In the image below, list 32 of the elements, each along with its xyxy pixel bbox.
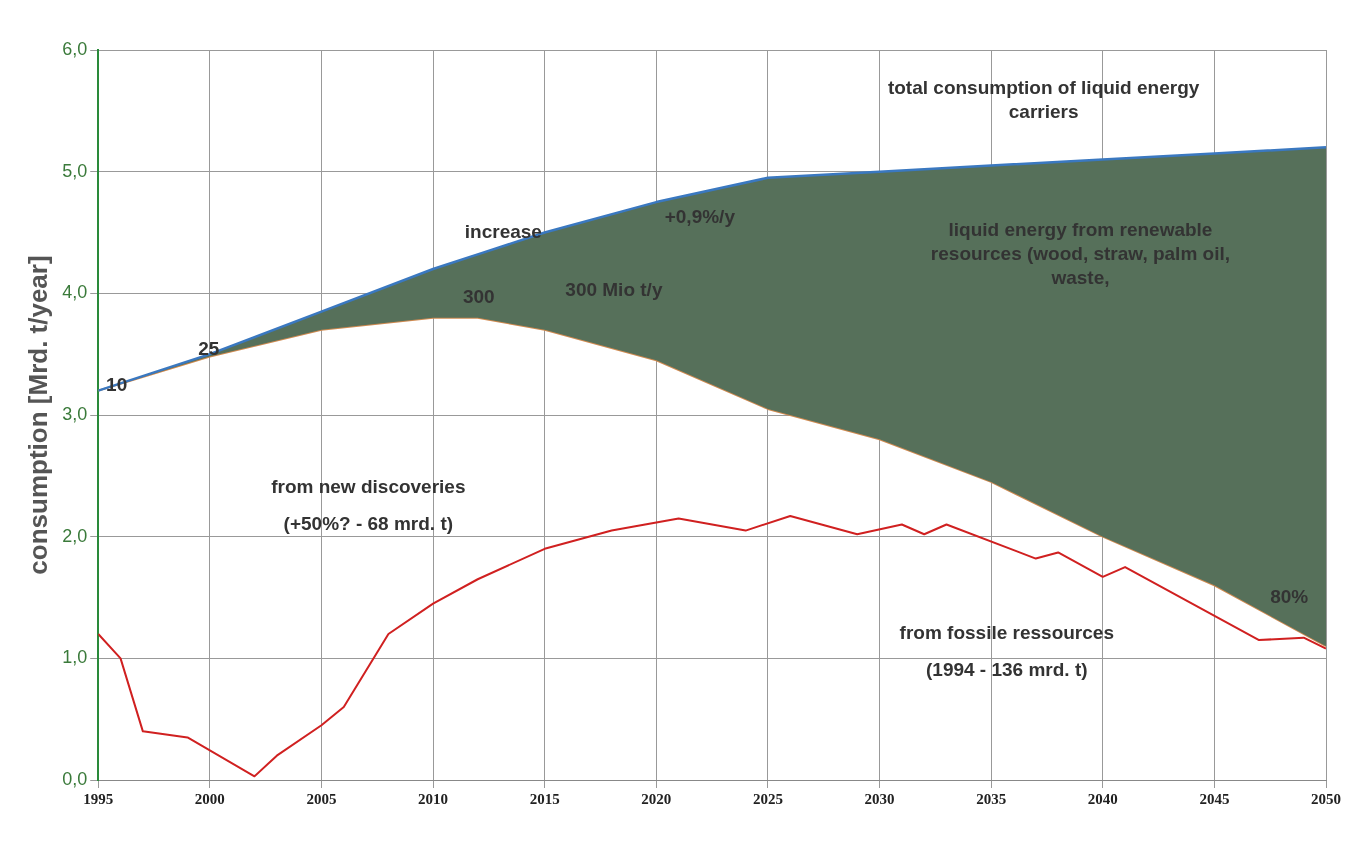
y-tick-label: 4,0: [62, 282, 88, 303]
annotation: 80%: [1270, 585, 1309, 607]
annotation: (+50%? - 68 mrd. t): [283, 512, 454, 534]
y-tick-label: 2,0: [62, 525, 88, 546]
y-tick-label: 3,0: [62, 403, 88, 424]
x-tick-label: 2025: [752, 790, 783, 807]
annotation: from fossile ressources: [899, 622, 1114, 644]
x-tick-label: 2010: [418, 790, 449, 807]
annotation: liquid energy from renewable resources (wood, straw, palm oil, waste,: [930, 218, 1231, 288]
x-tick-label: 2015: [529, 790, 560, 807]
y-axis-title: consumption [Mrd. t/year]: [22, 255, 53, 575]
annotation: 300: [462, 286, 495, 308]
annotation: (1994 - 136 mrd. t): [925, 658, 1088, 680]
annotation: increase: [464, 220, 542, 242]
x-tick-label: 1995: [83, 790, 114, 807]
y-tick-label: 6,0: [62, 38, 88, 59]
x-tick-label: 2050: [1311, 790, 1341, 807]
x-tick-label: 2000: [194, 790, 225, 807]
y-tick-label: 5,0: [62, 160, 88, 181]
annotation: 300 Mio t/y: [565, 279, 663, 301]
y-tick-label: 0,0: [62, 768, 88, 789]
x-tick-label: 2045: [1199, 790, 1230, 807]
x-tick-label: 2020: [641, 790, 672, 807]
annotation: from new discoveries: [271, 476, 466, 498]
annotation: total consumption of liquid energy carriers: [887, 77, 1200, 123]
x-tick-label: 2005: [306, 790, 337, 807]
x-tick-label: 2040: [1087, 790, 1118, 807]
x-tick-label: 2030: [864, 790, 895, 807]
y-tick-label: 1,0: [62, 647, 88, 668]
x-tick-label: 2035: [976, 790, 1007, 807]
annotation: 25: [198, 337, 220, 359]
annotation: +0,9%/y: [664, 206, 736, 228]
